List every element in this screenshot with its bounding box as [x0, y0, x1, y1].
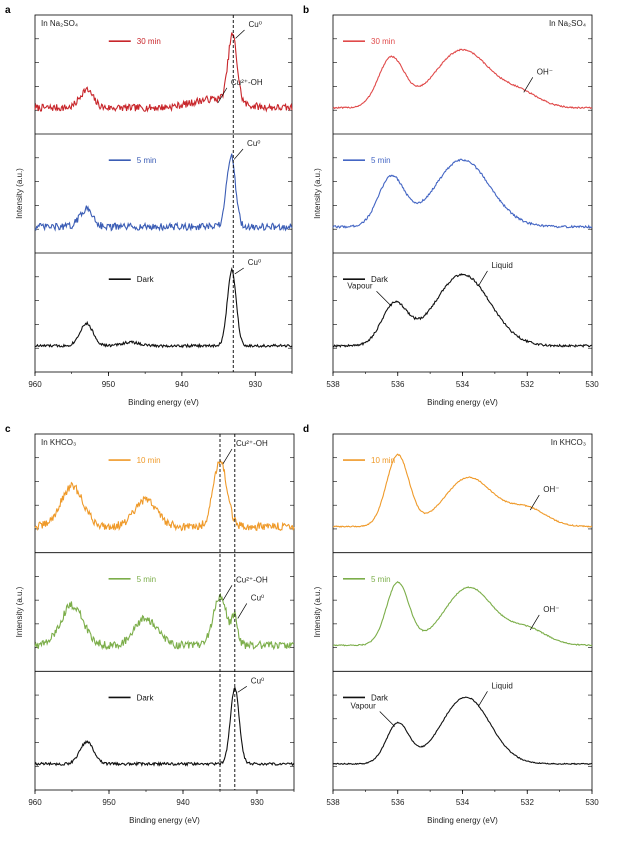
x-tick-label: 532 — [521, 380, 535, 389]
y-axis-label: Intensity (a.u.) — [15, 586, 24, 637]
annotation-label: OH⁻ — [543, 485, 559, 494]
x-tick-label: 538 — [326, 798, 340, 807]
plot-frame — [34, 433, 295, 791]
series-line-d-1 — [332, 580, 593, 647]
series-line-d-2 — [332, 696, 593, 766]
condition-label: In Na₂SO₄ — [41, 19, 78, 28]
series-line-b-1 — [332, 158, 593, 229]
x-tick-label: 534 — [456, 380, 470, 389]
series-line-b-0 — [332, 48, 593, 110]
y-axis-label: Intensity (a.u.) — [15, 168, 24, 219]
legend-label: 5 min — [371, 575, 391, 584]
legend-label: 5 min — [137, 575, 157, 584]
y-axis-label: Intensity (a.u.) — [313, 168, 322, 219]
x-tick-label: 538 — [326, 380, 340, 389]
x-axis-label: Binding energy (eV) — [427, 816, 498, 825]
annotation-label: Cu²⁺-OH — [236, 575, 268, 584]
annotation-arrow — [222, 448, 233, 464]
legend-label: Dark — [371, 693, 389, 702]
annotation-arrow — [523, 77, 534, 93]
legend-label: Dark — [137, 275, 155, 284]
annotation-label: Cu⁰ — [251, 676, 264, 685]
series-line-d-0 — [332, 453, 593, 528]
annotation-arrow — [217, 87, 228, 104]
series-line-b-2 — [332, 273, 593, 348]
x-tick-label: 536 — [391, 798, 405, 807]
legend-label: 5 min — [371, 156, 391, 165]
x-tick-label: 530 — [585, 798, 599, 807]
annotation-arrow — [529, 494, 540, 511]
legend-label: 10 min — [371, 456, 395, 465]
series-line-c-1 — [34, 592, 295, 651]
x-tick-label: 960 — [28, 380, 42, 389]
panel-b: b In Na₂SO₄ Intensity (a.u.) 538 536 534 532 53… — [303, 5, 599, 407]
legend-label: Dark — [137, 693, 155, 702]
x-axis-label: Binding energy (eV) — [129, 816, 200, 825]
annotation-arrow — [379, 711, 395, 727]
annotation-arrow — [529, 614, 540, 631]
annotation-arrow — [233, 148, 244, 160]
series-line-a-1 — [34, 153, 293, 232]
legend-label: 30 min — [137, 37, 161, 46]
series-line-c-0 — [34, 459, 295, 532]
panel-a: a In Na₂SO₄ Intensity (a.u.) 960 950 940 930 Bi… — [5, 5, 293, 407]
y-axis-label: Intensity (a.u.) — [313, 586, 322, 637]
annotation-arrow — [237, 686, 247, 693]
panel-d: d In KHCO₃ Intensity (a.u.) 538 536 534 532 530… — [303, 424, 599, 825]
annotation-arrow — [237, 603, 248, 619]
annotation-arrow — [478, 691, 488, 707]
legend-label: 30 min — [371, 37, 395, 46]
x-axis-label: Binding energy (eV) — [427, 398, 498, 407]
annotation-label: Vapour — [347, 281, 373, 290]
x-tick-label: 530 — [585, 380, 599, 389]
annotation-label: Liquid — [491, 261, 512, 270]
annotation-label: Cu⁰ — [248, 258, 261, 267]
x-tick-label: 930 — [249, 380, 263, 389]
x-tick-label: 534 — [456, 798, 470, 807]
annotation-label: Cu²⁺-OH — [236, 439, 268, 448]
panel-label: d — [303, 424, 309, 435]
plot-frame — [34, 14, 293, 373]
legend-label: 5 min — [137, 156, 157, 165]
annotation-label: Vapour — [351, 702, 377, 711]
x-tick-label: 940 — [175, 380, 189, 389]
plot-frame — [332, 14, 593, 373]
annotation-arrow — [222, 585, 233, 601]
annotation-arrow — [376, 291, 392, 307]
panel-c: c In KHCO₃ Intensity (a.u.) 960 950 940 930 Bin… — [5, 424, 295, 825]
annotation-label: Cu⁰ — [247, 139, 260, 148]
panel-label: b — [303, 5, 309, 16]
panel-label: c — [5, 424, 11, 435]
annotation-label: Liquid — [491, 681, 512, 690]
x-tick-label: 950 — [102, 380, 116, 389]
x-tick-label: 536 — [391, 380, 405, 389]
series-line-c-2 — [34, 686, 295, 767]
annotation-label: Cu²⁺-OH — [231, 78, 263, 87]
x-tick-label: 960 — [28, 798, 42, 807]
x-tick-label: 940 — [176, 798, 190, 807]
annotation-label: OH⁻ — [543, 605, 559, 614]
legend-label: Dark — [371, 275, 389, 284]
x-axis-label: Binding energy (eV) — [128, 398, 199, 407]
annotation-label: Cu⁰ — [251, 593, 264, 602]
series-line-a-2 — [34, 267, 293, 349]
annotation-arrow — [235, 29, 245, 39]
series-line-a-0 — [34, 32, 293, 113]
annotation-label: Cu⁰ — [249, 20, 262, 29]
annotation-arrow — [478, 270, 488, 287]
legend-label: 10 min — [137, 456, 161, 465]
condition-label: In KHCO₃ — [551, 438, 586, 447]
x-tick-label: 950 — [102, 798, 116, 807]
x-tick-label: 532 — [521, 798, 535, 807]
annotation-label: OH⁻ — [537, 67, 553, 76]
x-tick-label: 930 — [250, 798, 264, 807]
condition-label: In KHCO₃ — [41, 438, 76, 447]
annotation-arrow — [234, 267, 244, 275]
condition-label: In Na₂SO₄ — [549, 19, 586, 28]
panel-label: a — [5, 5, 11, 16]
